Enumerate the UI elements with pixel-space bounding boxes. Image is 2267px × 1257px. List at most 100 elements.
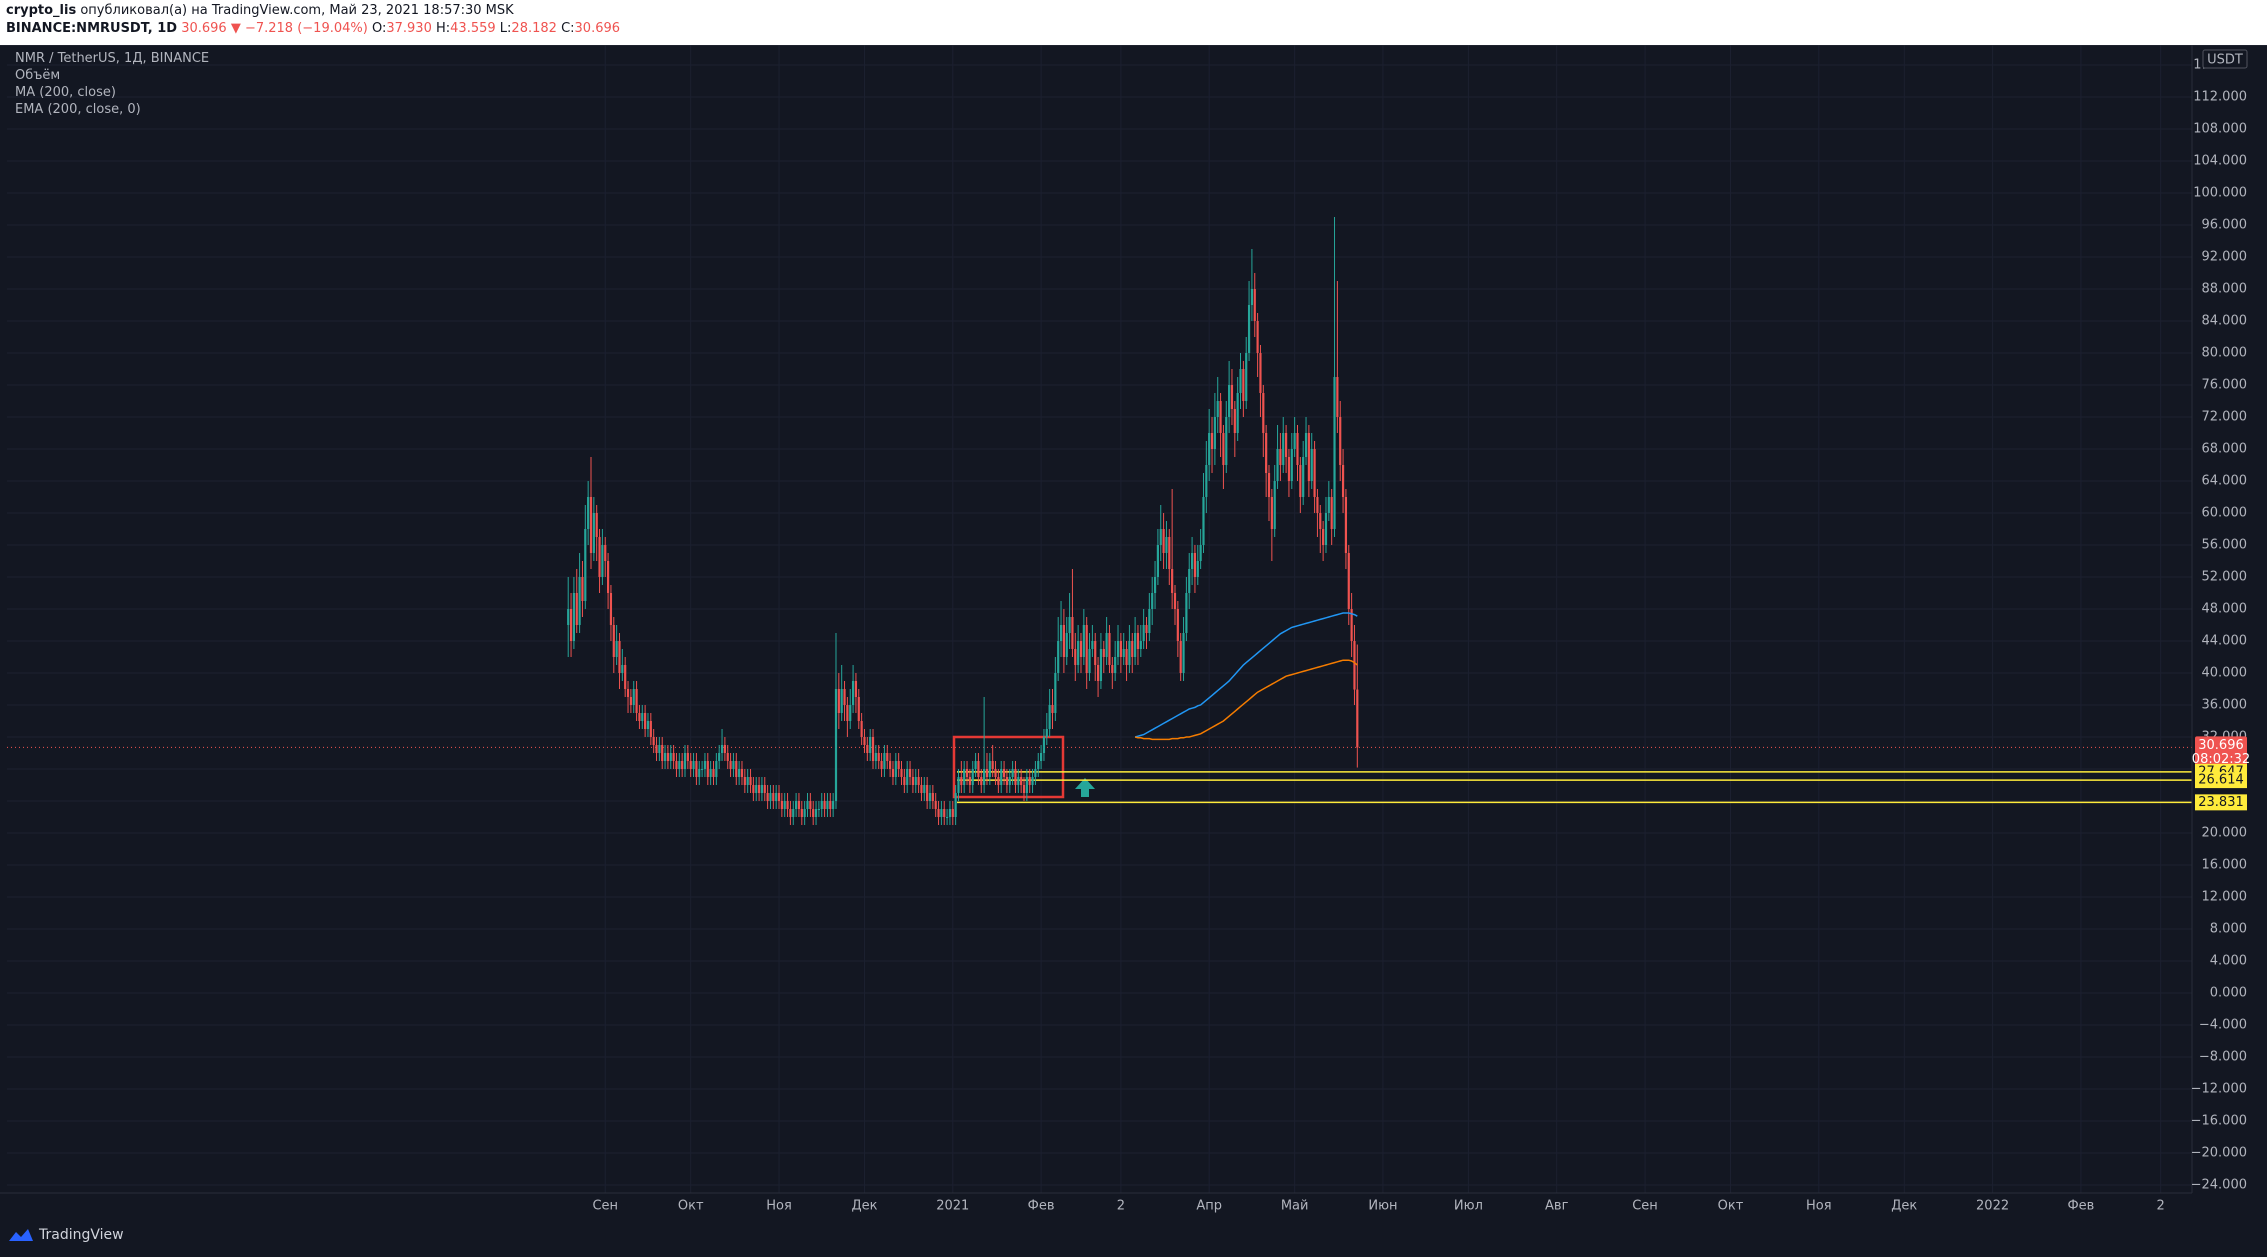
y-tick-label: 56.000 (2202, 538, 2248, 553)
candle-body (1253, 289, 1256, 321)
candle-body (1179, 641, 1182, 673)
y-tick-label: −8.000 (2199, 1050, 2247, 1065)
candle-body (646, 721, 650, 729)
currency-label: USDT (2207, 53, 2243, 68)
x-tick-label: 2 (1117, 1199, 1125, 1214)
candle-body (1068, 617, 1071, 633)
candle-body (983, 769, 986, 785)
candle-body (1114, 657, 1117, 673)
candle-body (917, 777, 920, 785)
y-tick-label: 76.000 (2202, 378, 2248, 393)
x-tick-label: Фев (2067, 1199, 2094, 1214)
candle-body (589, 497, 593, 553)
candle-body (1005, 777, 1009, 785)
candle-body (1079, 641, 1083, 657)
candle-body (1256, 321, 1259, 353)
candle-body (1159, 529, 1162, 545)
candle-body (718, 753, 721, 761)
candle-body (854, 681, 858, 697)
candle-body (661, 745, 664, 761)
last-price: 30.696 (181, 21, 227, 36)
candle-body (823, 801, 826, 809)
candle-body (729, 761, 732, 769)
indicator-line (1134, 659, 1358, 741)
candle-body (675, 761, 678, 769)
change-arrow: ▼ (230, 21, 241, 36)
candle-body (766, 793, 769, 801)
price-tag-countdown: 08:02:32 (2192, 752, 2250, 767)
candle-body (871, 737, 875, 761)
candle-body (1042, 737, 1046, 753)
y-tick-label: −4.000 (2199, 1018, 2247, 1033)
candle-body (1208, 433, 1211, 465)
candle-body (635, 689, 638, 713)
y-tick-label: 44.000 (2202, 634, 2248, 649)
candle-body (1028, 777, 1031, 785)
candle-body (789, 809, 792, 817)
candle-body (1148, 609, 1151, 633)
y-tick-label: 0.000 (2210, 986, 2247, 1001)
candle-body (1259, 353, 1262, 393)
candle-body (1316, 497, 1319, 513)
candle-body (963, 769, 966, 785)
candle-body (792, 809, 795, 817)
candle-body (857, 697, 860, 721)
x-tick-label: 2 (2157, 1199, 2165, 1214)
candle-body (1017, 777, 1020, 785)
candle-body (1082, 625, 1085, 657)
candle-body (965, 769, 969, 777)
publish-line: crypto_lis опубликовал(а) на TradingView… (6, 3, 514, 18)
candle-body (569, 609, 573, 641)
candle-body (746, 777, 749, 785)
candle-body (1091, 641, 1094, 649)
candle-body (1094, 641, 1097, 665)
candle-body (757, 785, 761, 793)
candle-body (820, 801, 823, 809)
candle-body (780, 801, 783, 809)
candle-body (1031, 777, 1034, 785)
candle-body (1296, 433, 1299, 465)
candle-body (726, 753, 729, 761)
candle-body (1290, 449, 1293, 481)
x-tick-label: Ноя (766, 1199, 792, 1214)
candle-body (891, 769, 895, 777)
symbol-line: BINANCE:NMRUSDT, 1D 30.696 ▼ −7.218 (−19… (6, 21, 620, 36)
candle-body (1262, 393, 1265, 433)
candle-body (592, 513, 595, 553)
candle-body (945, 817, 949, 818)
candle-body (1099, 649, 1103, 681)
candle-body (1319, 513, 1322, 529)
candle-body (638, 713, 641, 721)
candle-body (1324, 513, 1328, 545)
candle-body (834, 689, 838, 801)
candle-body (1077, 641, 1080, 665)
candle-body (985, 769, 989, 777)
candle-body (1151, 593, 1154, 609)
candle-body (1176, 609, 1179, 641)
candle-body (1096, 665, 1100, 681)
candle-body (1330, 497, 1333, 529)
y-tick-label: 64.000 (2202, 474, 2248, 489)
candle-body (692, 761, 695, 769)
x-tick-label: Июл (1454, 1199, 1483, 1214)
candle-body (629, 697, 632, 705)
candle-body (1054, 673, 1057, 713)
currency-box (2202, 49, 2248, 69)
candle-body (618, 641, 621, 673)
x-tick-label: Май (1281, 1199, 1309, 1214)
level-tag-value: 23.831 (2198, 795, 2244, 810)
candle-body (1065, 633, 1068, 657)
candle-body (606, 561, 610, 593)
candle-body (738, 769, 741, 777)
ohlc-label: O: (371, 21, 387, 36)
candle-body (977, 761, 980, 777)
candle-body (595, 513, 598, 537)
candle-body (1327, 497, 1330, 513)
candle-body (903, 777, 906, 785)
candle-body (997, 777, 1000, 785)
candle-body (1276, 449, 1279, 481)
candle-body (1153, 577, 1157, 593)
candle-body (686, 753, 689, 761)
candle-body (1230, 385, 1234, 409)
candle-body (843, 689, 846, 705)
